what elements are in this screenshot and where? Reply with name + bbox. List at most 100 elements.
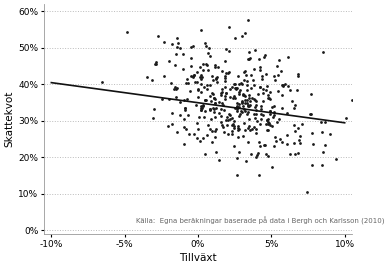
- Point: [267, 123, 273, 127]
- Point: [148, 78, 154, 82]
- Point: [198, 106, 204, 110]
- Point: [216, 111, 222, 115]
- Point: [280, 84, 286, 88]
- Point: [186, 131, 192, 136]
- Point: [269, 124, 276, 129]
- Point: [173, 130, 180, 134]
- Point: [203, 44, 209, 48]
- Point: [299, 122, 305, 126]
- Point: [205, 51, 211, 55]
- Point: [256, 57, 262, 61]
- Point: [236, 81, 242, 86]
- Point: [278, 69, 285, 73]
- Point: [230, 94, 237, 98]
- Point: [333, 157, 339, 161]
- Point: [327, 132, 333, 136]
- Point: [197, 74, 203, 79]
- Point: [258, 112, 264, 116]
- Point: [218, 120, 224, 124]
- Point: [244, 98, 250, 102]
- Point: [250, 78, 256, 82]
- Point: [308, 111, 314, 116]
- Point: [271, 104, 278, 108]
- Point: [278, 83, 285, 87]
- Point: [222, 76, 228, 80]
- Point: [212, 135, 218, 139]
- Point: [321, 120, 328, 125]
- Point: [235, 124, 241, 128]
- Point: [195, 87, 201, 91]
- Point: [194, 120, 200, 125]
- Point: [273, 139, 279, 143]
- Point: [180, 117, 187, 121]
- Point: [252, 127, 259, 131]
- Point: [254, 119, 260, 123]
- Point: [227, 95, 233, 100]
- Point: [181, 125, 187, 129]
- Point: [234, 105, 241, 109]
- Point: [271, 110, 278, 114]
- Point: [265, 121, 272, 125]
- Point: [144, 74, 151, 79]
- Point: [155, 34, 161, 38]
- Point: [191, 73, 197, 77]
- Point: [243, 79, 250, 83]
- Point: [98, 80, 105, 84]
- Point: [285, 55, 292, 60]
- Point: [232, 86, 238, 91]
- Point: [223, 91, 229, 95]
- Point: [169, 111, 175, 115]
- Point: [265, 120, 272, 124]
- Point: [169, 42, 176, 46]
- Point: [229, 123, 235, 127]
- Point: [267, 109, 273, 113]
- Point: [263, 152, 269, 156]
- Point: [255, 151, 261, 155]
- Point: [284, 133, 290, 137]
- Point: [292, 103, 298, 108]
- Point: [207, 107, 213, 111]
- Point: [283, 142, 290, 146]
- Point: [188, 56, 194, 60]
- Point: [270, 74, 277, 78]
- Point: [243, 159, 249, 163]
- Point: [263, 88, 269, 92]
- Point: [223, 118, 229, 122]
- Point: [244, 111, 250, 116]
- Point: [200, 68, 206, 73]
- Point: [297, 134, 303, 139]
- Point: [194, 80, 200, 84]
- Point: [245, 126, 251, 130]
- Point: [207, 108, 214, 112]
- Point: [236, 105, 243, 109]
- Point: [291, 106, 298, 111]
- Point: [210, 92, 216, 96]
- Point: [244, 101, 250, 105]
- Point: [212, 150, 219, 154]
- Point: [232, 96, 238, 100]
- Point: [212, 101, 218, 105]
- Point: [151, 107, 157, 111]
- Point: [219, 101, 225, 105]
- Point: [232, 36, 238, 40]
- Point: [165, 58, 172, 63]
- Point: [292, 152, 298, 156]
- Point: [248, 152, 254, 156]
- Point: [203, 83, 210, 87]
- Point: [201, 41, 208, 45]
- Point: [246, 50, 252, 54]
- Point: [276, 117, 283, 122]
- Point: [203, 61, 209, 66]
- Point: [223, 71, 229, 75]
- Point: [241, 109, 248, 113]
- Point: [226, 112, 232, 116]
- Point: [185, 81, 191, 85]
- Point: [175, 41, 181, 45]
- Point: [224, 123, 230, 127]
- Point: [220, 125, 226, 129]
- Point: [190, 44, 196, 48]
- Point: [234, 156, 241, 160]
- Point: [276, 58, 282, 62]
- Point: [304, 189, 310, 194]
- Point: [225, 70, 231, 75]
